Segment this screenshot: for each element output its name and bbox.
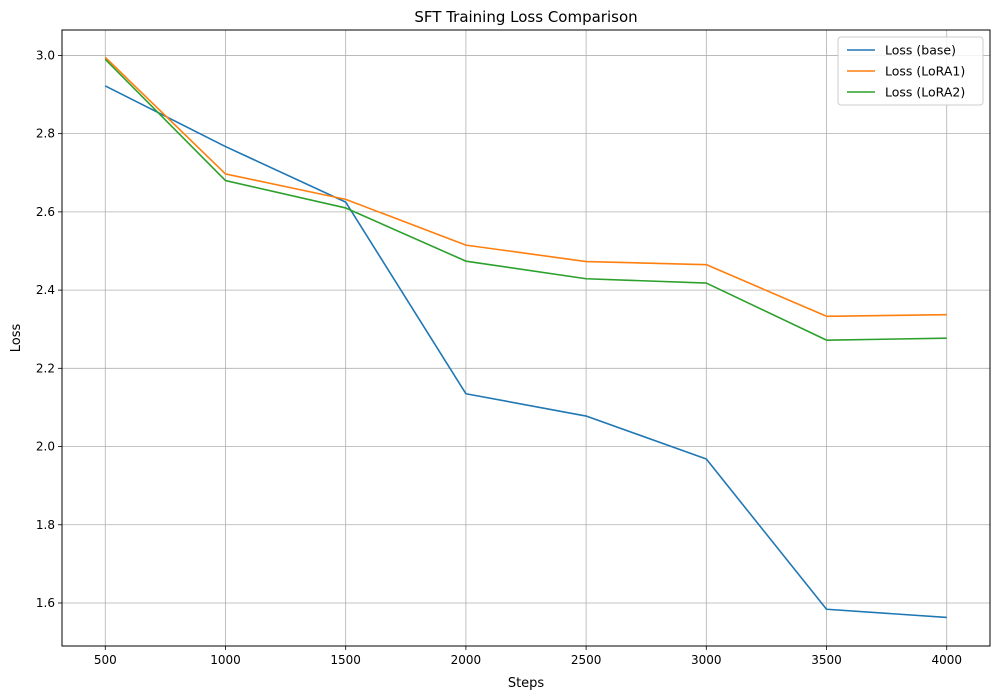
- plot-frame: [61, 29, 991, 647]
- y-tick-label: 2.6: [36, 205, 55, 219]
- x-axis-label: Steps: [508, 676, 545, 691]
- x-tick-label: 2500: [571, 653, 602, 667]
- x-tick-label: 4000: [931, 653, 962, 667]
- y-tick-label: 2.0: [36, 440, 55, 454]
- y-tick-label: 3.0: [36, 48, 55, 62]
- x-tick-label: 1500: [330, 653, 361, 667]
- series-line-2: [104, 56, 947, 318]
- x-tick-label: 500: [94, 653, 117, 667]
- series-line-3: [104, 58, 947, 341]
- y-tick-label: 1.8: [36, 518, 55, 532]
- legend-entry-label: Loss (base): [885, 43, 956, 58]
- y-tick-label: 2.2: [36, 361, 55, 375]
- legend-entry-label: Loss (LoRA2): [885, 85, 965, 100]
- series-line-1: [104, 85, 947, 619]
- axis-ticks: 500 1000 1500 2000 2500 3000 3500 4000 1.6 1.8 2.0…: [36, 48, 962, 667]
- legend-entry-label: Loss (LoRA1): [885, 64, 965, 79]
- legend: Loss (base) Loss (LoRA1) Loss (LoRA2): [837, 36, 984, 106]
- legend-box: [837, 36, 984, 106]
- x-tick-label: 1000: [210, 653, 241, 667]
- y-tick-label: 2.8: [36, 127, 55, 141]
- series-lines: [104, 56, 947, 619]
- x-tick-label: 3000: [691, 653, 722, 667]
- grid: [62, 30, 990, 646]
- y-axis-label: Loss: [9, 324, 24, 353]
- chart-title: SFT Training Loss Comparison: [414, 8, 637, 26]
- y-tick-label: 1.6: [36, 596, 55, 610]
- x-tick-label: 3500: [811, 653, 842, 667]
- y-tick-label: 2.4: [36, 283, 55, 297]
- x-tick-label: 2000: [451, 653, 482, 667]
